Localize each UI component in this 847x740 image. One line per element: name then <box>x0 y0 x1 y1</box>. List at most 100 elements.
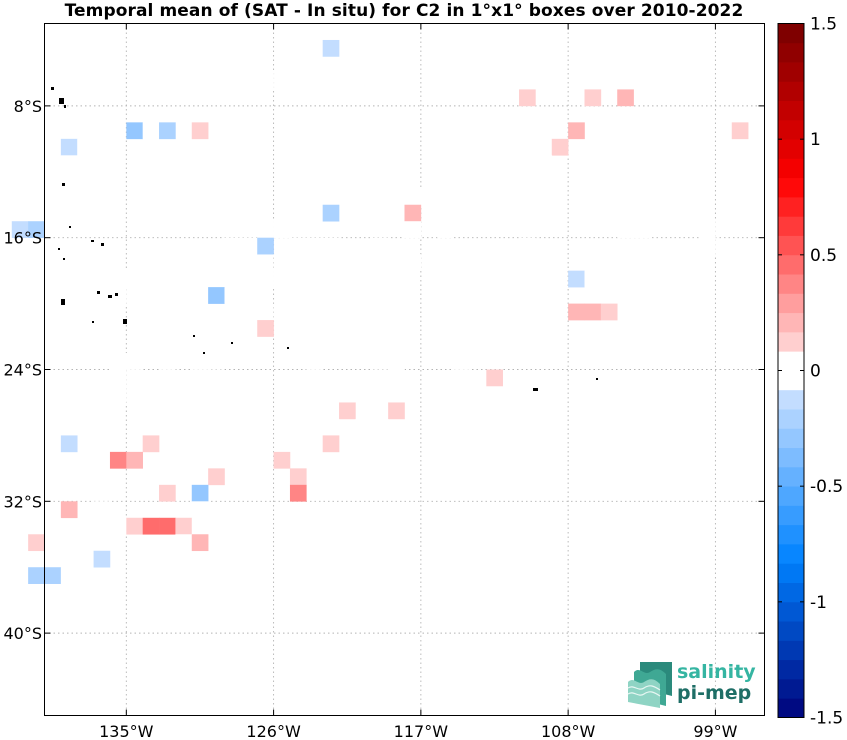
heatmap-cell <box>93 517 111 535</box>
heatmap-cell <box>175 517 193 535</box>
heatmap-cell <box>126 353 143 370</box>
heatmap-cell <box>93 534 111 552</box>
heatmap-cell <box>322 204 340 222</box>
heatmap-cell <box>568 270 585 288</box>
heatmap-cell <box>142 517 160 535</box>
heatmap-cell <box>584 89 602 107</box>
island-mark <box>533 388 538 391</box>
colorbar-tick-label: 0 <box>810 362 821 382</box>
heatmap-cell <box>289 237 307 255</box>
heatmap-cell <box>437 303 454 321</box>
colorbar-tick-label: 1.5 <box>810 15 837 35</box>
colorbar-segment <box>778 486 804 506</box>
heatmap-cell <box>159 353 176 370</box>
heatmap-cell <box>93 122 111 140</box>
heatmap-cell <box>371 418 389 436</box>
heatmap-cell <box>142 435 160 453</box>
colorbar-segment <box>778 428 804 449</box>
colorbar-segment <box>778 312 804 333</box>
colorbar-segment <box>778 100 804 121</box>
x-tick-label: 126°W <box>246 722 301 740</box>
heatmap-cell <box>388 369 405 387</box>
heatmap-cell <box>60 534 78 552</box>
heatmap-cell <box>699 237 716 255</box>
colorbar-segment <box>778 62 804 82</box>
heatmap-cell <box>28 567 45 584</box>
island-mark <box>63 258 65 260</box>
colorbar-tick-label: -1 <box>810 593 827 613</box>
heatmap-cell <box>535 155 553 173</box>
heatmap-cell <box>469 336 487 354</box>
heatmap-cell <box>208 287 225 304</box>
heatmap-cell <box>93 402 111 420</box>
heatmap-cell <box>273 303 291 321</box>
heatmap-cell <box>93 501 111 519</box>
heatmap-cell <box>666 171 683 189</box>
heatmap-cell <box>191 353 209 370</box>
heatmap-cell <box>371 237 389 255</box>
heatmap-cell <box>551 138 569 156</box>
heatmap-cell <box>44 204 62 222</box>
island-mark <box>64 105 66 108</box>
heatmap-cell <box>159 517 176 535</box>
heatmap-cell <box>109 353 127 370</box>
colorbar-segment <box>778 216 804 236</box>
heatmap-cell <box>682 155 700 173</box>
colorbar-segment <box>778 42 804 63</box>
colorbar-segment <box>778 274 804 294</box>
heatmap-cell <box>617 39 634 57</box>
colorbar-segment <box>778 505 804 526</box>
colorbar-segment <box>778 254 804 275</box>
heatmap-cell <box>469 320 487 337</box>
heatmap-cell <box>109 517 127 535</box>
islands <box>51 87 598 391</box>
heatmap-cell <box>404 254 422 271</box>
x-tick-label: 108°W <box>541 722 596 740</box>
heatmap-cell <box>289 484 307 502</box>
heatmap-cell <box>306 237 323 255</box>
heatmap-cell <box>584 270 602 288</box>
heatmap-cell <box>519 39 536 57</box>
heatmap-cell <box>617 221 634 238</box>
heatmap-cell <box>159 122 176 140</box>
heatmap-cell <box>306 418 323 436</box>
heatmap-cell <box>257 237 274 255</box>
heatmap-cell <box>60 155 78 173</box>
colorbar-segment <box>778 582 804 603</box>
heatmap-cell <box>175 320 193 337</box>
gridlines <box>44 23 765 716</box>
heatmap-cell <box>322 418 340 436</box>
heatmap-cell <box>371 402 389 420</box>
heatmap-cell <box>666 270 683 288</box>
colorbar-segment <box>778 370 804 391</box>
island-mark <box>101 243 104 246</box>
heatmap-cell <box>142 270 160 288</box>
heatmap-cell <box>273 221 291 238</box>
heatmap-cell <box>633 221 651 238</box>
heatmap-cell <box>306 435 323 453</box>
heatmap-cell <box>617 287 634 304</box>
salinity-pi-mep-logo <box>626 658 766 708</box>
heatmap-cell <box>404 221 422 238</box>
heatmap-cell <box>339 188 356 206</box>
heatmap-cell <box>600 303 618 321</box>
heatmap-cell <box>649 188 667 206</box>
heatmap-cell <box>568 303 585 321</box>
heatmap-cell <box>109 369 127 387</box>
heatmap-cell <box>404 188 422 206</box>
island-mark <box>92 321 94 323</box>
heatmap-cell <box>453 320 471 337</box>
y-tick-label: 24°S <box>3 361 42 380</box>
heatmap-cell <box>633 204 651 222</box>
chart-title: Temporal mean of (SAT - In situ) for C2 … <box>64 1 744 21</box>
heatmap-cell <box>584 303 602 321</box>
y-tick-label: 8°S <box>14 97 42 116</box>
heatmap-cell <box>109 385 127 403</box>
heatmap-cell <box>175 534 193 552</box>
colorbar-tick-label: 0.5 <box>810 246 837 266</box>
heatmap-cell <box>109 287 127 304</box>
colorbar-segment <box>778 659 804 680</box>
colorbar-segment <box>778 524 804 545</box>
island-mark <box>596 378 598 380</box>
heatmap-cell <box>273 254 291 271</box>
